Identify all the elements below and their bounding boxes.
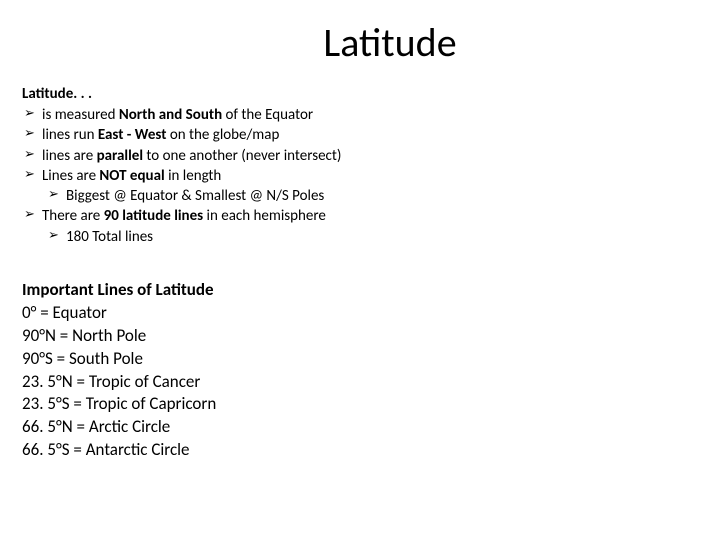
text: lines run <box>42 126 98 144</box>
text: in length <box>168 167 221 185</box>
text: is measured <box>42 106 119 124</box>
text-bold: parallel <box>97 147 147 165</box>
important-line: 90°N = North Pole <box>22 325 698 348</box>
text: on the globe/map <box>170 126 280 144</box>
slide-title: Latitude <box>82 18 698 67</box>
important-line: 23. 5°S = Tropic of Capricorn <box>22 393 698 416</box>
important-lines-block: Important Lines of Latitude 0° = Equator… <box>22 279 698 463</box>
sub-list-item: 180 Total lines <box>22 227 698 247</box>
important-line: 90°S = South Pole <box>22 348 698 371</box>
list-item: is measured North and South of the Equat… <box>22 105 698 125</box>
important-line: 66. 5°N = Arctic Circle <box>22 416 698 439</box>
important-heading: Important Lines of Latitude <box>22 279 698 302</box>
important-line: 0° = Equator <box>22 302 698 325</box>
important-line: 23. 5°N = Tropic of Cancer <box>22 371 698 394</box>
section-heading: Latitude. . . <box>22 85 698 103</box>
text: lines are <box>42 147 97 165</box>
text: Lines are <box>42 167 99 185</box>
sub-list-item: Biggest @ Equator & Smallest @ N/S Poles <box>22 186 698 206</box>
bullet-list: is measured North and South of the Equat… <box>22 105 698 247</box>
list-item: Lines are NOT equal in length <box>22 166 698 186</box>
list-item: There are 90 latitude lines in each hemi… <box>22 206 698 226</box>
important-line: 66. 5°S = Antarctic Circle <box>22 439 698 462</box>
text: to one another (never intersect) <box>146 147 341 165</box>
text-bold: NOT equal <box>99 167 168 185</box>
list-item: lines run East - West on the globe/map <box>22 125 698 145</box>
text: of the Equator <box>222 106 313 124</box>
text-bold: East - West <box>98 126 170 144</box>
text-bold: 90 latitude lines <box>104 207 207 225</box>
list-item: lines are parallel to one another (never… <box>22 146 698 166</box>
text: in each hemisphere <box>207 207 326 225</box>
text-bold: North and South <box>119 106 222 124</box>
text: There are <box>42 207 104 225</box>
